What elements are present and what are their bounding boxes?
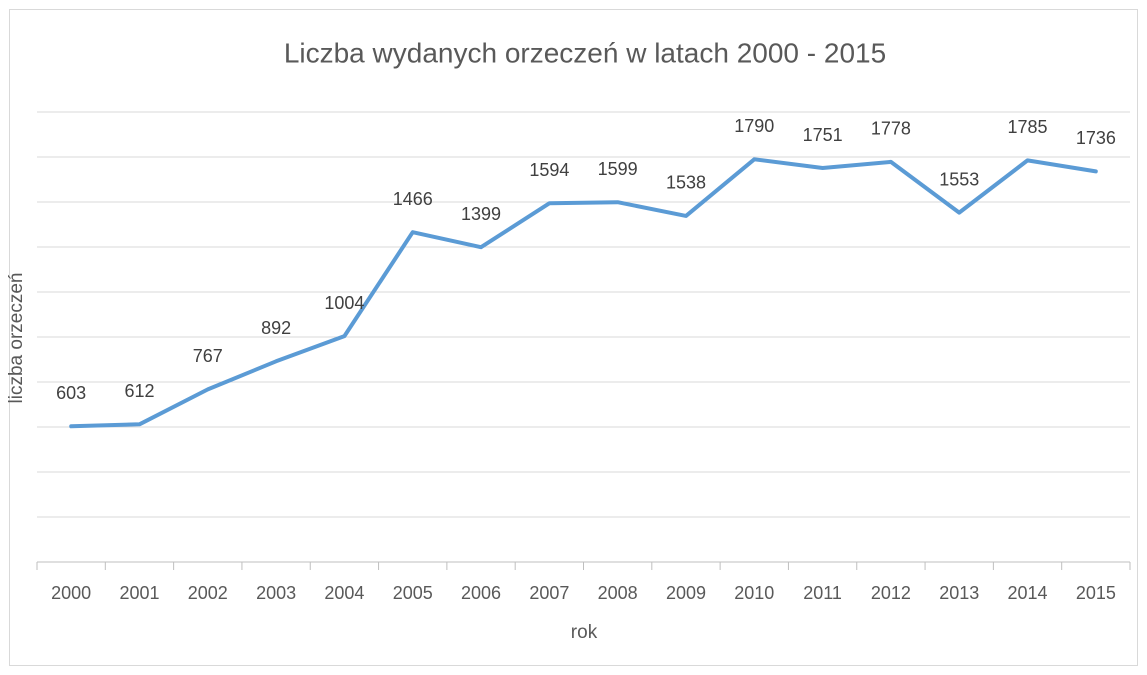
- data-label: 767: [193, 346, 223, 366]
- x-tick-label: 2010: [734, 583, 774, 603]
- x-tick-label: 2006: [461, 583, 501, 603]
- x-tick-label: 2011: [803, 583, 842, 603]
- data-label: 603: [56, 383, 86, 403]
- x-tick-label: 2008: [598, 583, 638, 603]
- x-tick-label: 2004: [324, 583, 364, 603]
- x-tick-label: 2001: [119, 583, 159, 603]
- data-label: 1785: [1008, 117, 1048, 137]
- x-tick-label: 2014: [1008, 583, 1048, 603]
- data-label: 1790: [734, 116, 774, 136]
- x-tick-label: 2000: [51, 583, 91, 603]
- data-label: 1553: [939, 169, 979, 189]
- data-label: 612: [124, 381, 154, 401]
- data-label: 1538: [666, 173, 706, 193]
- x-tick-label: 2003: [256, 583, 296, 603]
- x-axis-title: rok: [571, 622, 598, 643]
- data-label: 892: [261, 318, 291, 338]
- data-line: [69, 157, 1098, 429]
- data-label: 1736: [1076, 128, 1116, 148]
- data-label: 1004: [324, 293, 364, 313]
- x-tick-label: 2002: [188, 583, 228, 603]
- y-axis-title: liczba orzeczeń: [6, 273, 27, 404]
- x-tick-label: 2013: [939, 583, 979, 603]
- data-label: 1751: [803, 125, 843, 145]
- data-label: 1599: [598, 159, 638, 179]
- x-tick-label: 2009: [666, 583, 706, 603]
- data-label: 1399: [461, 204, 501, 224]
- data-label: 1594: [529, 160, 569, 180]
- chart-title: Liczba wydanych orzeczeń w latach 2000 -…: [284, 37, 886, 68]
- x-tick-label: 2012: [871, 583, 911, 603]
- x-tick-label: 2005: [393, 583, 433, 603]
- x-tick-label: 2007: [529, 583, 569, 603]
- data-label: 1466: [393, 189, 433, 209]
- x-tick-label: 2015: [1076, 583, 1116, 603]
- data-label: 1778: [871, 119, 911, 139]
